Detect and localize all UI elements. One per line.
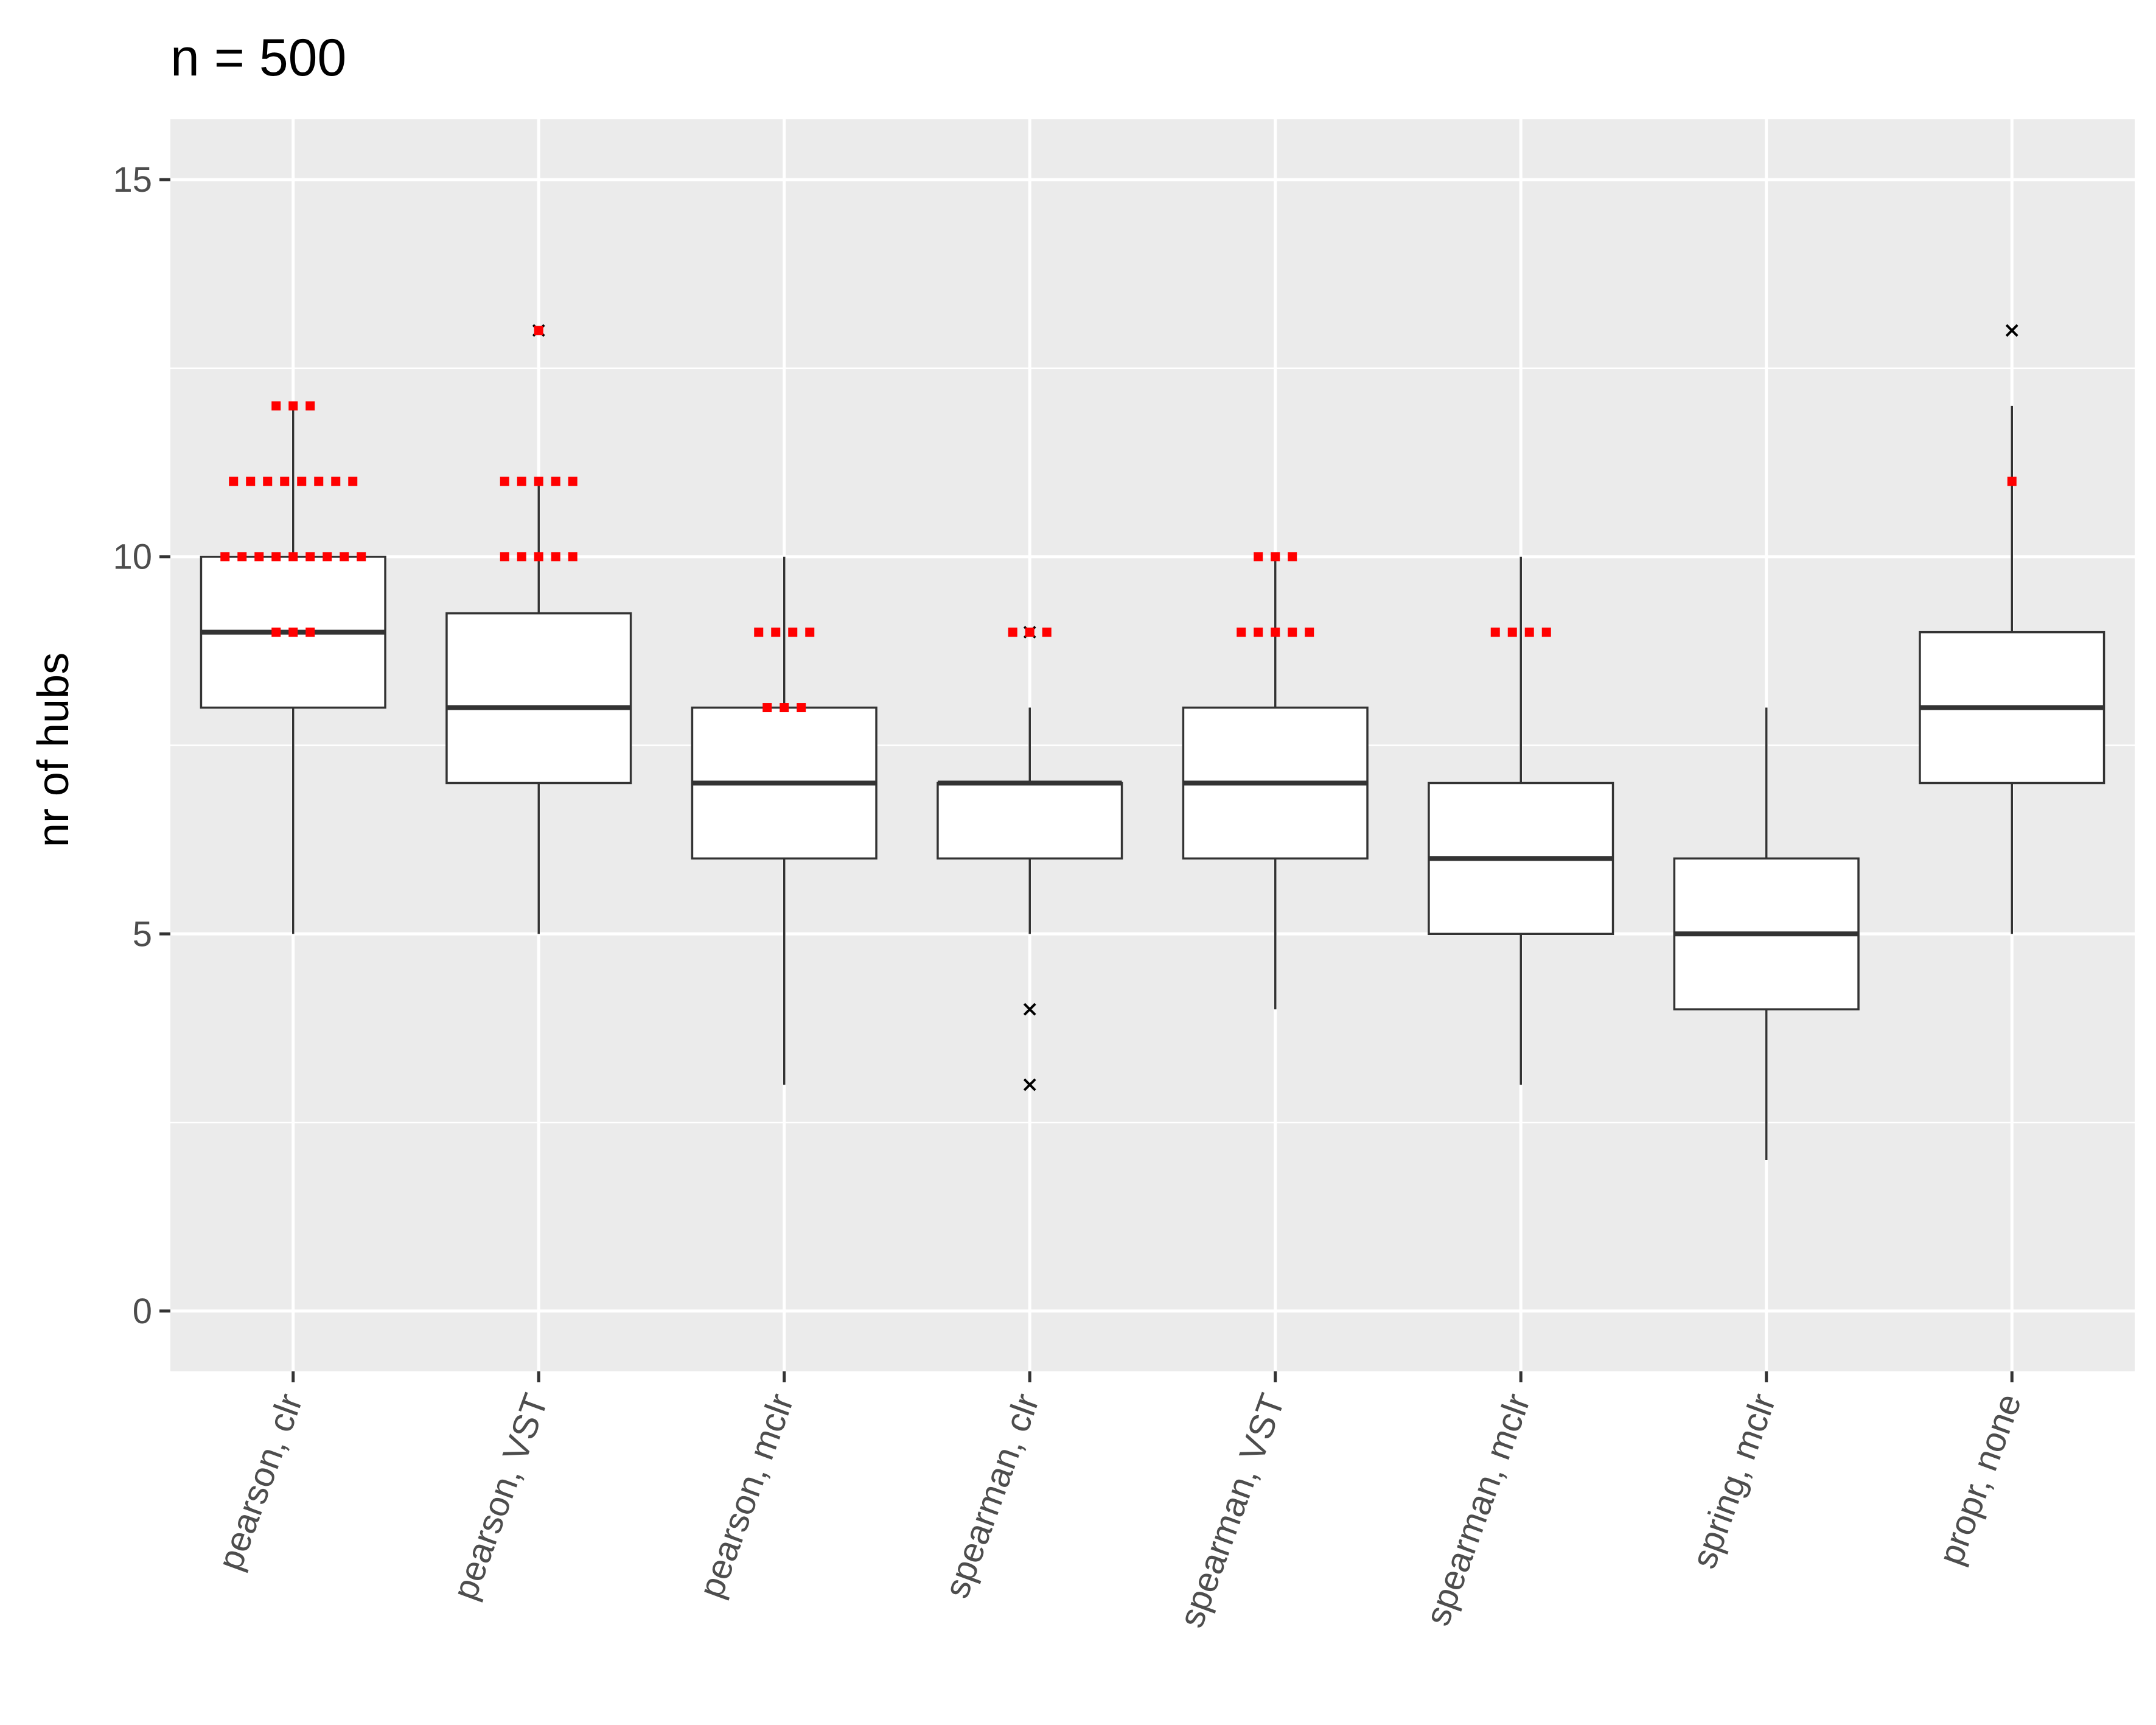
box-spearman-mclr xyxy=(1428,556,1614,1085)
highlight-point xyxy=(305,401,315,411)
highlight-point xyxy=(271,401,281,411)
box-body xyxy=(445,612,632,785)
box-pearson-mclr xyxy=(691,556,877,1085)
highlight-point xyxy=(246,477,256,486)
highlight-point xyxy=(288,628,298,637)
highlight-point xyxy=(1025,628,1034,637)
highlight-point xyxy=(1541,628,1551,637)
box-spearman-clr xyxy=(937,626,1123,1091)
x-tick-label: spearman, VST xyxy=(1171,1388,1293,1632)
box-pearson-vst xyxy=(445,324,632,934)
highlight-point xyxy=(534,477,543,486)
highlight-point xyxy=(568,477,577,486)
highlight-point xyxy=(534,326,543,335)
highlight-point xyxy=(1490,628,1500,637)
highlight-point xyxy=(568,552,577,562)
highlight-point xyxy=(237,552,247,562)
highlight-point xyxy=(805,628,815,637)
highlight-point xyxy=(288,401,298,411)
highlight-point xyxy=(263,477,273,486)
x-tick-label: pearson, clr xyxy=(210,1388,310,1575)
x-tick-label: spearman, clr xyxy=(937,1388,1047,1603)
highlight-point xyxy=(1254,552,1263,562)
highlight-point xyxy=(254,552,264,562)
outlier-point xyxy=(1023,1002,1036,1016)
y-tick-label: 5 xyxy=(133,914,152,954)
highlight-point xyxy=(1237,628,1246,637)
y-tick-label: 15 xyxy=(113,160,152,200)
y-tick-label: 0 xyxy=(133,1292,152,1331)
highlight-point xyxy=(534,552,543,562)
highlight-point xyxy=(1254,628,1263,637)
outlier-point xyxy=(2005,324,2018,337)
highlight-point xyxy=(517,552,526,562)
highlight-point xyxy=(500,477,509,486)
highlight-point xyxy=(797,703,806,713)
highlight-point xyxy=(1042,628,1052,637)
highlight-point xyxy=(305,628,315,637)
outlier-point xyxy=(1023,1078,1036,1091)
chart-title: n = 500 xyxy=(170,29,346,87)
highlight-point xyxy=(297,477,307,486)
highlight-point xyxy=(280,477,290,486)
highlight-point xyxy=(788,628,798,637)
box-spearman-vst xyxy=(1182,556,1369,1010)
highlight-point xyxy=(340,552,349,562)
highlight-point xyxy=(762,703,772,713)
y-tick-label: 10 xyxy=(113,537,152,577)
highlight-point xyxy=(1271,552,1280,562)
highlight-point xyxy=(551,552,560,562)
highlight-point xyxy=(1008,628,1017,637)
highlight-point xyxy=(348,477,358,486)
x-tick-label: spring, mclr xyxy=(1684,1388,1784,1573)
box-spring-mclr xyxy=(1673,707,1860,1161)
highlight-point xyxy=(1305,628,1314,637)
highlight-point xyxy=(271,552,281,562)
x-tick-label: pearson, mclr xyxy=(691,1388,801,1603)
highlight-point xyxy=(271,628,281,637)
box-propr-none xyxy=(1919,324,2105,934)
highlight-point xyxy=(305,552,315,562)
highlight-point xyxy=(323,552,332,562)
highlight-point xyxy=(288,552,298,562)
highlight-point xyxy=(517,477,526,486)
highlight-point xyxy=(771,628,781,637)
highlight-point xyxy=(1288,628,1297,637)
highlight-point xyxy=(220,552,230,562)
highlight-point xyxy=(500,552,509,562)
highlight-point xyxy=(1524,628,1534,637)
highlight-point xyxy=(2007,477,2017,486)
highlight-point xyxy=(1271,628,1280,637)
highlight-point xyxy=(551,477,560,486)
x-tick-label: pearson, VST xyxy=(445,1388,556,1604)
highlight-point xyxy=(314,477,324,486)
y-axis-title: nr of hubs xyxy=(29,653,78,847)
box-body xyxy=(937,782,1123,860)
highlight-point xyxy=(754,628,764,637)
highlight-point xyxy=(780,703,789,713)
x-tick-label: spearman, mclr xyxy=(1418,1388,1538,1631)
highlight-point xyxy=(1288,552,1297,562)
x-tick-label: propr, none xyxy=(1931,1388,2029,1570)
highlight-point xyxy=(1507,628,1517,637)
highlight-point xyxy=(357,552,366,562)
highlight-point xyxy=(229,477,239,486)
highlight-point xyxy=(331,477,341,486)
